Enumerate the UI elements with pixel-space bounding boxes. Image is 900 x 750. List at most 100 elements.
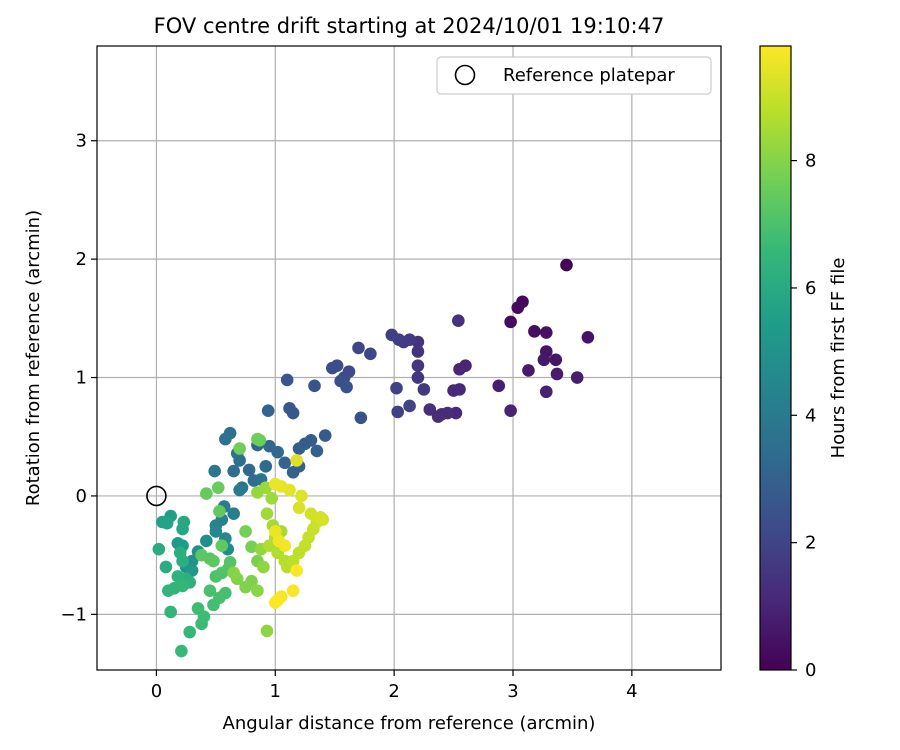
data-point	[316, 513, 330, 526]
legend: Reference platepar	[436, 56, 712, 95]
reference-platepar-marker	[146, 485, 167, 507]
y-tick-label: 2	[76, 249, 87, 270]
data-point	[352, 341, 365, 355]
data-point	[385, 328, 399, 342]
colorbar-label: Hours from first FF file	[828, 258, 849, 459]
data-point	[195, 548, 208, 562]
data-point	[447, 384, 460, 397]
x-tick-label: 4	[626, 681, 637, 702]
data-point	[549, 353, 563, 367]
data-point	[207, 554, 220, 568]
data-point	[423, 403, 437, 416]
data-point	[539, 326, 553, 339]
data-point	[239, 525, 252, 538]
data-point	[219, 586, 232, 600]
x-tick-label: 1	[270, 681, 281, 702]
data-point	[164, 605, 177, 619]
y-tick-label: 0	[76, 486, 87, 507]
data-point	[227, 566, 240, 580]
data-point	[280, 373, 294, 387]
data-point	[537, 353, 551, 367]
data-point	[265, 492, 279, 505]
data-point	[259, 481, 273, 494]
data-point	[292, 442, 306, 455]
colorbar: 0 2 4 6 8 Hours from first FF file	[759, 45, 849, 681]
data-point	[411, 345, 425, 358]
legend-box	[436, 56, 712, 95]
data-point	[522, 364, 535, 377]
data-point	[251, 584, 264, 597]
data-point	[261, 404, 275, 417]
data-point	[152, 542, 166, 556]
legend-entry: Reference platepar	[503, 65, 675, 86]
data-point	[560, 258, 573, 272]
data-point	[318, 429, 332, 442]
x-tick-label: 3	[507, 681, 518, 702]
data-point	[528, 325, 541, 338]
plot-area: 0 1 2 3 4 −1 0 1 2 3	[60, 45, 722, 702]
chart-title: FOV centre drift starting at 2024/10/01 …	[154, 14, 665, 38]
data-point	[411, 371, 425, 384]
colorbar-ticks: 0 2 4 6 8	[791, 151, 816, 681]
colorbar-tick-label: 0	[805, 660, 816, 681]
data-point	[200, 534, 213, 548]
colorbar-tick-label: 8	[805, 151, 816, 172]
data-point	[215, 539, 229, 552]
data-point	[227, 507, 240, 521]
data-point	[581, 330, 595, 344]
data-point	[171, 570, 185, 583]
y-axis-ticks: −1 0 1 2 3	[60, 131, 97, 625]
data-point	[162, 584, 175, 597]
data-point	[200, 487, 213, 500]
colorbar-tick-label: 4	[805, 405, 816, 426]
data-point	[271, 445, 284, 459]
data-point	[570, 371, 584, 384]
data-point	[191, 602, 205, 615]
data-point	[209, 525, 223, 538]
colorbar-tick-label: 2	[805, 533, 816, 554]
data-point	[504, 315, 517, 329]
x-axis-ticks: 0 1 2 3 4	[151, 670, 638, 702]
data-point	[245, 540, 258, 554]
x-axis-label: Angular distance from reference (arcmin)	[223, 713, 596, 734]
data-point	[176, 579, 189, 593]
x-tick-label: 0	[151, 681, 162, 702]
data-point	[304, 507, 318, 521]
data-point	[453, 362, 466, 376]
data-point	[251, 432, 264, 446]
data-point	[259, 460, 273, 473]
colorbar-gradient	[759, 45, 792, 671]
data-point	[435, 407, 448, 421]
data-point	[278, 456, 292, 470]
data-point	[239, 580, 252, 594]
data-point	[417, 383, 431, 396]
data-point	[403, 399, 416, 413]
data-point	[511, 301, 525, 314]
x-tick-label: 2	[388, 681, 399, 702]
y-axis-label: Rotation from reference (arcmin)	[23, 210, 44, 506]
data-point	[260, 624, 274, 638]
data-point	[175, 644, 188, 658]
data-point	[391, 405, 405, 419]
data-point	[260, 507, 274, 521]
data-point	[492, 379, 506, 393]
data-point	[263, 539, 276, 552]
data-point	[286, 406, 300, 420]
data-point	[257, 560, 270, 574]
data-point	[452, 314, 465, 328]
data-point	[160, 516, 174, 530]
colorbar-tick-label: 6	[805, 278, 816, 299]
data-point	[233, 442, 246, 455]
data-point	[504, 404, 517, 417]
data-point	[292, 501, 306, 515]
data-point	[159, 560, 173, 574]
data-point	[268, 596, 282, 609]
data-point	[183, 625, 197, 639]
data-point	[364, 347, 377, 361]
data-point	[411, 359, 425, 372]
data-point	[290, 454, 303, 467]
data-point	[286, 465, 300, 479]
data-point	[223, 555, 237, 569]
data-point	[295, 489, 308, 503]
